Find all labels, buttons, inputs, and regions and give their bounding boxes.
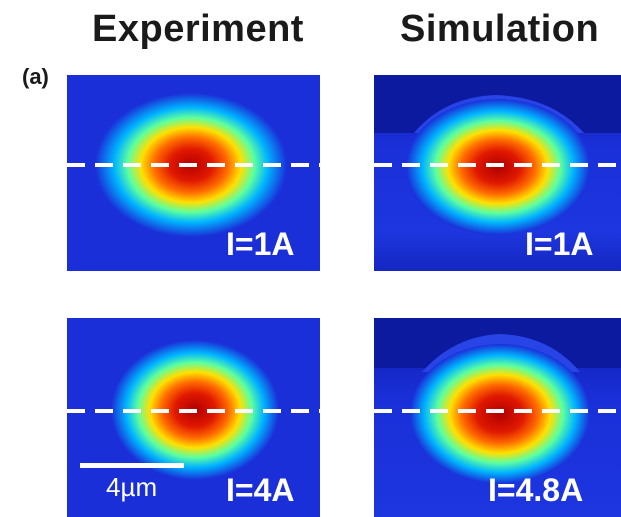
panel-label: (a)	[22, 64, 49, 89]
simulation-bottom-current-label: I=4.8A	[488, 472, 584, 508]
experiment-top-current-label: I=1A	[226, 226, 295, 262]
scale-bar-label: 4µm	[106, 472, 158, 502]
experiment-bottom-current-label: I=4A	[226, 472, 295, 508]
experiment-bottom-intensity-map	[67, 318, 320, 517]
simulation-bottom-intensity-map	[374, 318, 621, 517]
experiment-column-title: Experiment	[92, 8, 304, 50]
scale-bar	[80, 463, 184, 468]
simulation-column-title: Simulation	[400, 8, 600, 50]
experiment-top-panel	[67, 75, 320, 271]
simulation-top-current-label: I=1A	[525, 226, 594, 262]
simulation-bottom-panel	[374, 318, 621, 517]
experiment-bottom-panel	[67, 318, 320, 517]
simulation-top-panel	[374, 75, 621, 271]
simulation-top-intensity-map	[374, 75, 621, 271]
experiment-top-intensity-map	[67, 75, 320, 271]
